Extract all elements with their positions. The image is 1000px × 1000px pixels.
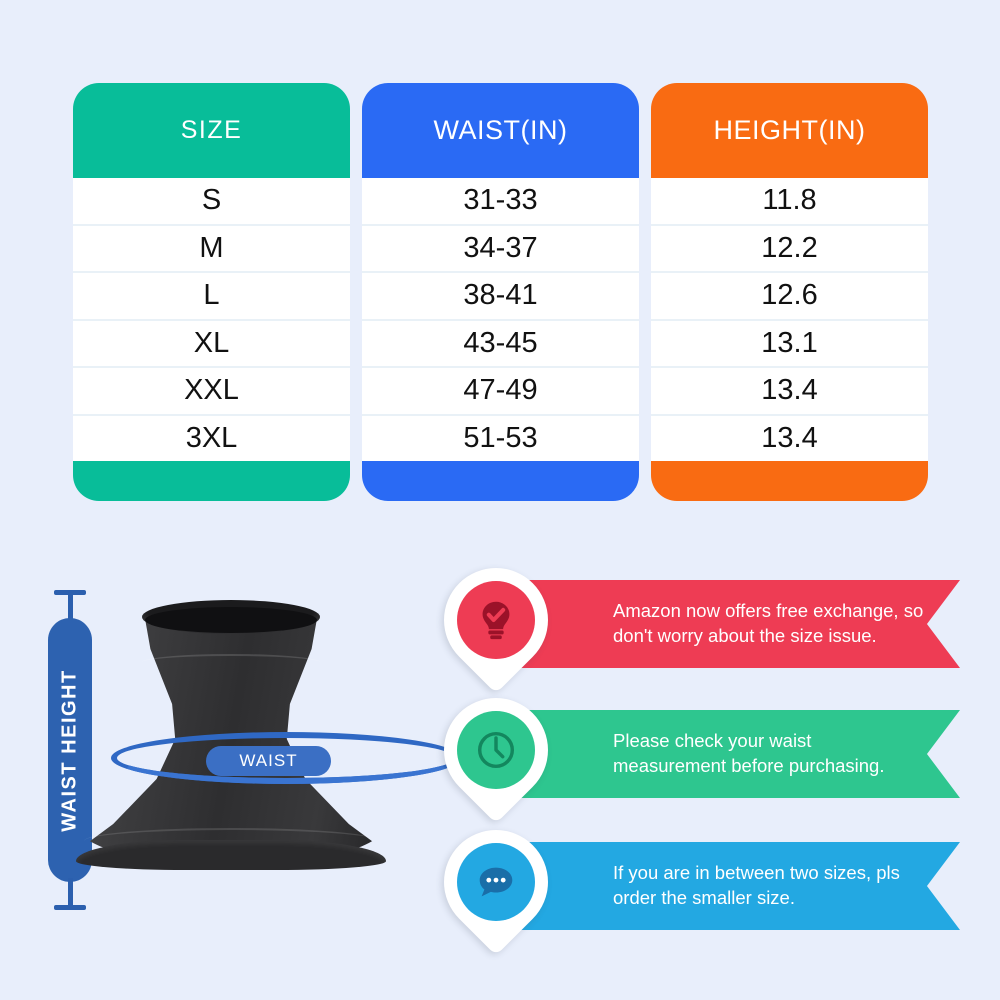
tip-item: Please check your waist measurement befo… bbox=[422, 676, 960, 824]
column-body-height: 11.8 12.2 12.6 13.1 13.4 13.4 bbox=[651, 178, 928, 461]
table-column-height: HEIGHT(IN) 11.8 12.2 12.6 13.1 13.4 13.4 bbox=[651, 83, 928, 501]
tip-item: If you are in between two sizes, pls ord… bbox=[422, 808, 960, 956]
waist-height-gauge: WAIST HEIGHT bbox=[42, 590, 98, 910]
column-footer-size bbox=[73, 461, 350, 501]
gauge-cap-bottom-icon bbox=[54, 905, 86, 910]
tip-item: Amazon now offers free exchange, so don'… bbox=[422, 546, 960, 694]
waist-label-text: WAIST bbox=[239, 751, 298, 770]
tip-marker bbox=[422, 546, 570, 694]
column-body-waist: 31-33 34-37 38-41 43-45 47-49 51-53 bbox=[362, 178, 639, 461]
tip-text: Amazon now offers free exchange, so don'… bbox=[613, 600, 924, 646]
waist-label: WAIST bbox=[206, 746, 331, 776]
clock-icon bbox=[457, 711, 535, 789]
gauge-stem-top-icon bbox=[68, 592, 73, 622]
table-row: L bbox=[73, 273, 350, 321]
table-row: S bbox=[73, 178, 350, 226]
table-row: XXL bbox=[73, 368, 350, 416]
belt-top-opening bbox=[145, 607, 317, 633]
column-footer-height bbox=[651, 461, 928, 501]
table-row: 12.2 bbox=[651, 225, 928, 273]
table-row: 34-37 bbox=[362, 225, 639, 273]
table-column-size: SIZE S M L XL XXL 3XL bbox=[73, 83, 350, 501]
table-row: 51-53 bbox=[362, 415, 639, 461]
tip-marker bbox=[422, 676, 570, 824]
tip-banner: Please check your waist measurement befo… bbox=[488, 710, 960, 798]
table-row: 38-41 bbox=[362, 273, 639, 321]
waist-height-label: WAIST HEIGHT bbox=[48, 618, 92, 882]
belt-top-seam bbox=[140, 654, 322, 672]
column-header-waist: WAIST(IN) bbox=[362, 83, 639, 178]
size-chart-table: SIZE S M L XL XXL 3XL WAIST(IN) 31-33 34… bbox=[73, 83, 928, 501]
table-row: M bbox=[73, 225, 350, 273]
table-row: XL bbox=[73, 320, 350, 368]
column-header-size: SIZE bbox=[73, 83, 350, 178]
table-row: 47-49 bbox=[362, 368, 639, 416]
gauge-stem-bottom-icon bbox=[68, 878, 73, 908]
table-row: 12.6 bbox=[651, 273, 928, 321]
product-measurement-diagram: WAIST HEIGHT WAIST bbox=[20, 565, 461, 975]
table-row: 43-45 bbox=[362, 320, 639, 368]
table-row: 3XL bbox=[73, 415, 350, 461]
tips-list: Amazon now offers free exchange, so don'… bbox=[422, 546, 980, 960]
table-column-waist: WAIST(IN) 31-33 34-37 38-41 43-45 47-49 … bbox=[362, 83, 639, 501]
table-row: 13.4 bbox=[651, 415, 928, 461]
column-footer-waist bbox=[362, 461, 639, 501]
tip-banner: Amazon now offers free exchange, so don'… bbox=[488, 580, 960, 668]
tip-marker bbox=[422, 808, 570, 956]
table-row: 11.8 bbox=[651, 178, 928, 226]
tip-banner: If you are in between two sizes, pls ord… bbox=[488, 842, 960, 930]
tip-text: Please check your waist measurement befo… bbox=[613, 730, 885, 776]
belt-bottom-seam bbox=[84, 828, 378, 854]
table-row: 13.4 bbox=[651, 368, 928, 416]
lightbulb-check-icon bbox=[457, 581, 535, 659]
table-row: 13.1 bbox=[651, 320, 928, 368]
tip-text: If you are in between two sizes, pls ord… bbox=[613, 862, 900, 908]
column-header-height: HEIGHT(IN) bbox=[651, 83, 928, 178]
waist-trainer-belt-image: WAIST bbox=[76, 600, 461, 870]
waist-measure-ring-front-icon bbox=[111, 732, 461, 784]
table-row: 31-33 bbox=[362, 178, 639, 226]
column-body-size: S M L XL XXL 3XL bbox=[73, 178, 350, 461]
chat-bubble-icon bbox=[457, 843, 535, 921]
